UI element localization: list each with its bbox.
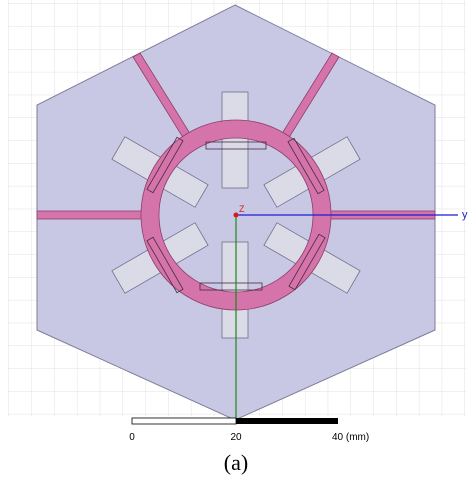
scale-bar-white: [131, 417, 237, 425]
axis-label: y: [462, 209, 468, 221]
scale-label: 20: [230, 432, 242, 443]
scale-bar-black: [236, 418, 338, 424]
origin: [233, 212, 239, 218]
caption: (a): [224, 450, 248, 475]
ring: [140, 119, 332, 311]
slots: [146, 136, 326, 294]
scale-label: 0: [129, 432, 135, 443]
origin-label: Z: [239, 204, 245, 214]
scale-label: 40 (mm): [332, 432, 369, 443]
